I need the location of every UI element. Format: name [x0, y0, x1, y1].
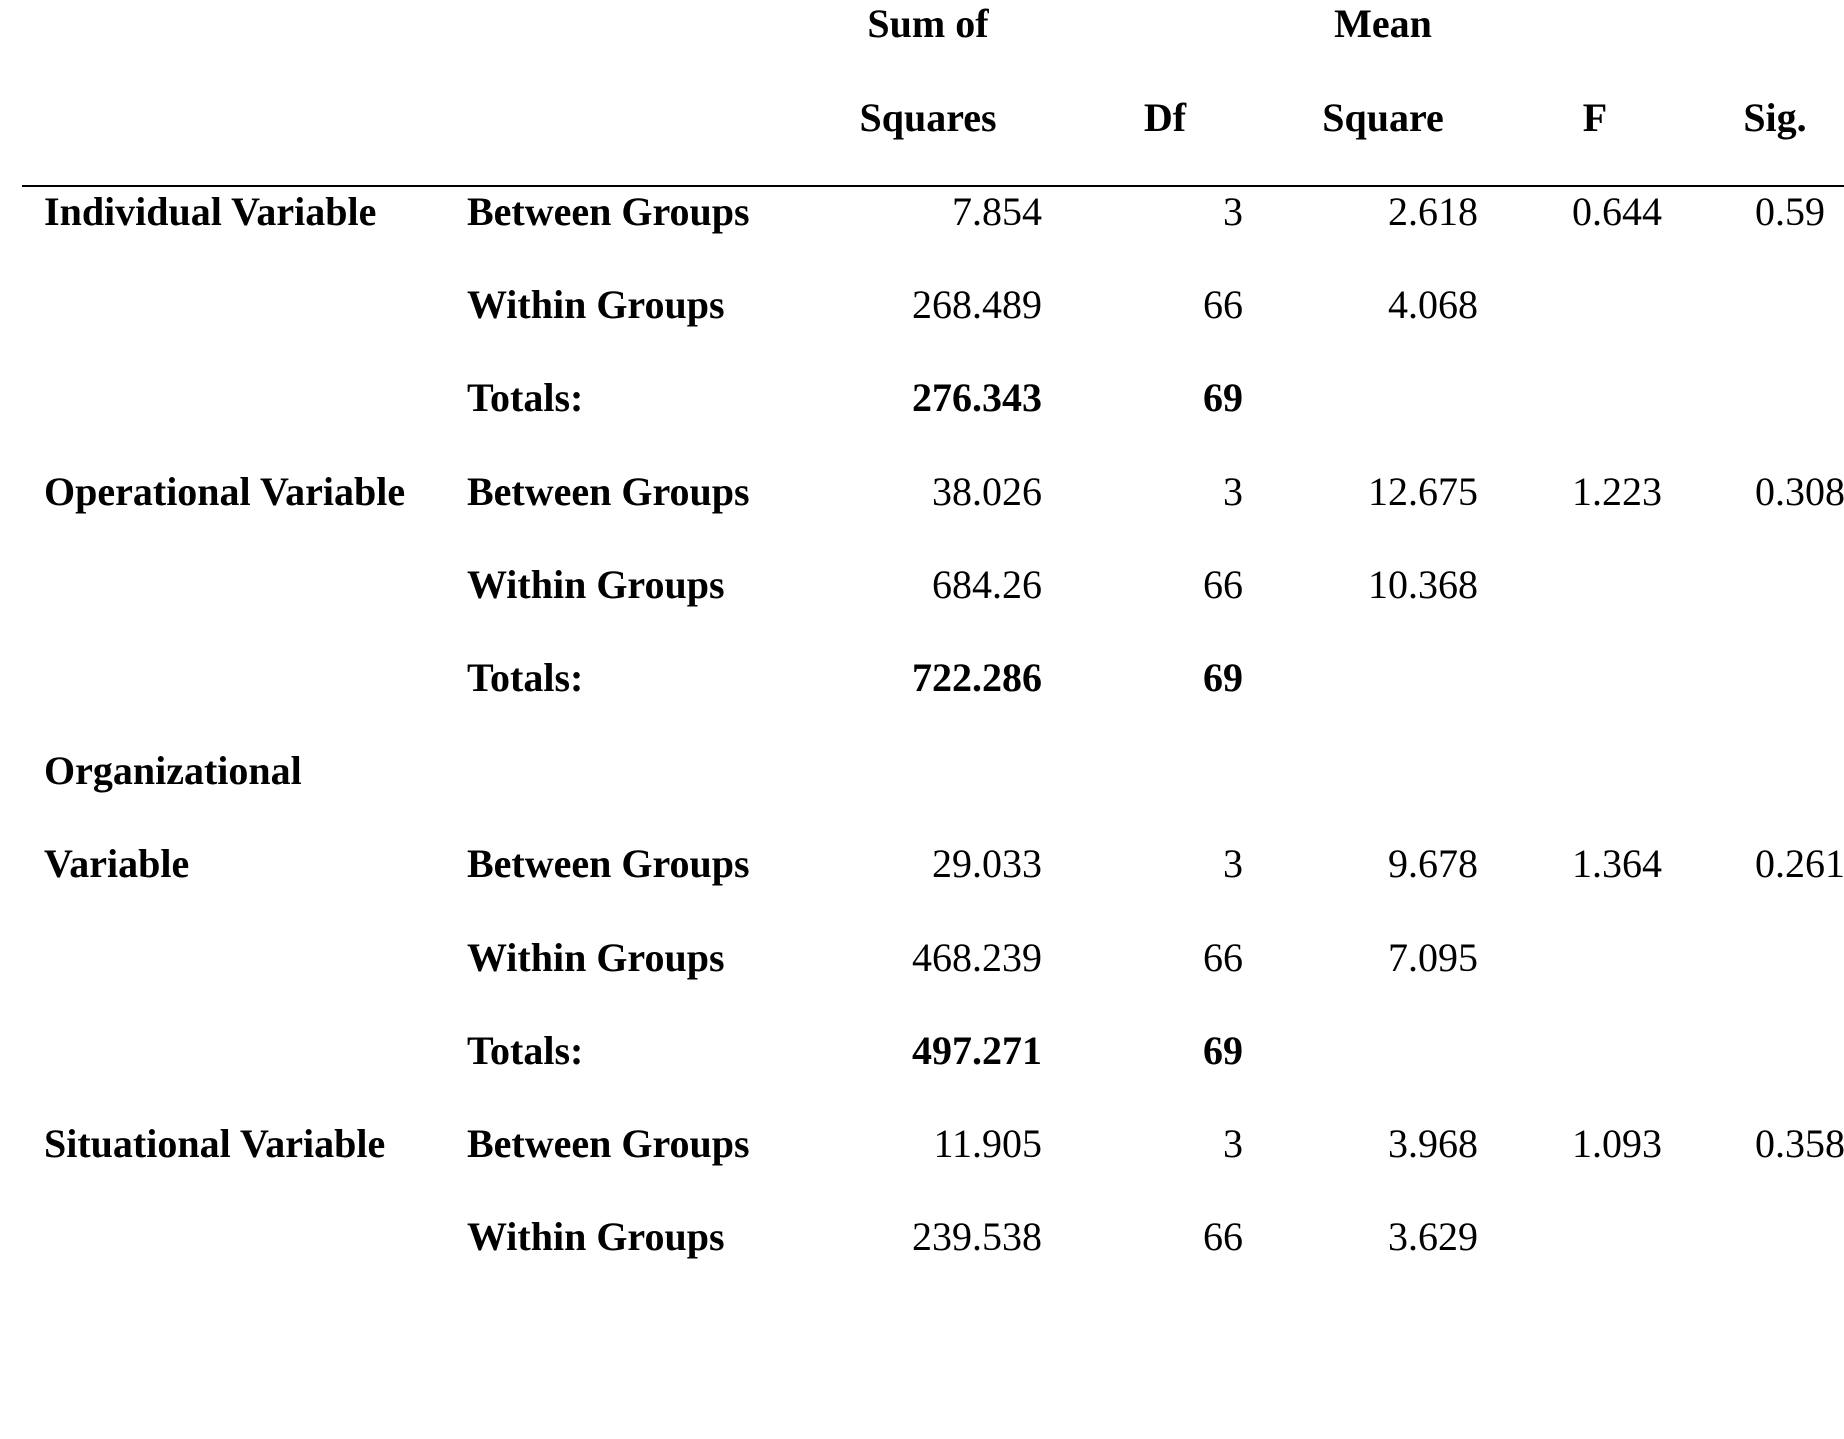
- row-source: Within Groups: [467, 1214, 725, 1259]
- header-sum-of-squares-line1: Sum of: [867, 1, 989, 46]
- row-source: Within Groups: [467, 562, 725, 607]
- row-df: 66: [1203, 562, 1243, 607]
- row-source: Within Groups: [467, 935, 725, 980]
- row-source: Totals:: [467, 655, 584, 700]
- group-label-operational: Operational Variable: [44, 469, 406, 514]
- row-f: 1.093: [1572, 1121, 1662, 1166]
- row-ss: 468.239: [912, 935, 1042, 980]
- row-ss: 268.489: [912, 282, 1042, 327]
- row-ms: 2.618: [1388, 189, 1478, 234]
- row-ss-total: 497.271: [912, 1028, 1042, 1073]
- row-sig: 0.358: [1755, 1121, 1844, 1166]
- header-rule: [22, 185, 1844, 187]
- row-df-total: 69: [1203, 655, 1243, 700]
- row-ss: 38.026: [932, 469, 1042, 514]
- group-label-individual: Individual Variable: [44, 189, 377, 234]
- header-mean-square-line2: Square: [1322, 95, 1444, 140]
- row-ss: 11.905: [933, 1121, 1042, 1166]
- header-f: F: [1582, 95, 1608, 140]
- header-mean-square-line1: Mean: [1334, 1, 1432, 46]
- row-ms: 7.095: [1388, 935, 1478, 980]
- row-f: 1.223: [1572, 469, 1662, 514]
- row-source: Totals:: [467, 375, 584, 420]
- row-f: 0.644: [1572, 189, 1662, 234]
- row-df: 3: [1223, 189, 1243, 234]
- row-df: 3: [1223, 841, 1243, 886]
- row-ss-total: 276.343: [912, 375, 1042, 420]
- row-f: 1.364: [1572, 841, 1662, 886]
- row-df: 66: [1203, 1214, 1243, 1259]
- row-source: Within Groups: [467, 282, 725, 327]
- row-sig: 0.308: [1755, 469, 1844, 514]
- row-source: Between Groups: [467, 189, 750, 234]
- row-ss: 239.538: [912, 1214, 1042, 1259]
- header-sum-of-squares-line2: Squares: [859, 95, 997, 140]
- row-sig: 0.261: [1755, 841, 1844, 886]
- row-ss: 29.033: [932, 841, 1042, 886]
- row-df: 3: [1223, 469, 1243, 514]
- row-source: Between Groups: [467, 1121, 750, 1166]
- row-source: Between Groups: [467, 841, 750, 886]
- row-ms: 9.678: [1388, 841, 1478, 886]
- group-label-organizational-line2: Variable: [44, 841, 190, 886]
- row-ms: 3.968: [1388, 1121, 1478, 1166]
- row-ms: 10.368: [1368, 562, 1478, 607]
- row-df-total: 69: [1203, 375, 1243, 420]
- row-ms: 12.675: [1368, 469, 1478, 514]
- group-label-situational: Situational Variable: [44, 1121, 386, 1166]
- group-label-organizational-line1: Organizational: [44, 748, 302, 793]
- row-source: Between Groups: [467, 469, 750, 514]
- row-ms: 3.629: [1388, 1214, 1478, 1259]
- row-sig: 0.59: [1755, 189, 1825, 234]
- header-df: Df: [1143, 95, 1187, 140]
- row-ss: 684.26: [932, 562, 1042, 607]
- row-df-total: 69: [1203, 1028, 1243, 1073]
- row-df: 66: [1203, 935, 1243, 980]
- header-sig: Sig.: [1743, 95, 1807, 140]
- row-ss-total: 722.286: [912, 655, 1042, 700]
- row-df: 66: [1203, 282, 1243, 327]
- row-ss: 7.854: [952, 189, 1042, 234]
- row-ms: 4.068: [1388, 282, 1478, 327]
- row-df: 3: [1223, 1121, 1243, 1166]
- row-source: Totals:: [467, 1028, 584, 1073]
